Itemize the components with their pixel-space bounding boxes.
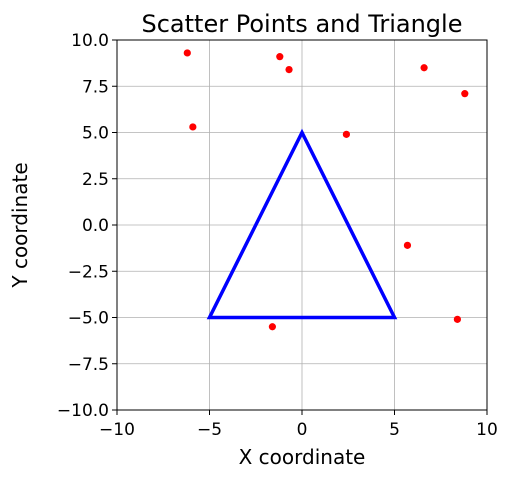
y-tick-label: 0.0: [82, 216, 109, 236]
y-tick-label: −7.5: [68, 355, 109, 375]
y-axis-ticks: −10.0 −7.5 −5.0 −2.5 0.0 2.5 5.0 7.5 10.0: [57, 31, 117, 421]
scatter-point: [285, 66, 293, 74]
scatter-point: [276, 53, 284, 61]
scatter-point: [342, 130, 350, 138]
x-tick-label: −10: [99, 420, 135, 440]
scatter-point: [403, 241, 412, 249]
y-tick-label: 10.0: [71, 31, 109, 51]
scatter-point: [453, 315, 461, 323]
y-axis-label: Y coordinate: [8, 162, 32, 288]
y-tick-label: 5.0: [82, 124, 109, 144]
scatter-point: [420, 64, 428, 72]
y-tick-label: −10.0: [57, 401, 109, 421]
triangle-layer: [206, 128, 398, 320]
y-tick-label: −2.5: [68, 262, 109, 282]
triangle-outline: [206, 128, 398, 320]
x-tick-label: 10: [476, 420, 498, 440]
points-layer: [183, 49, 469, 331]
chart-title: Scatter Points and Triangle: [142, 10, 463, 38]
scatter-point: [189, 123, 197, 131]
grid-lines: [116, 39, 488, 411]
scatter-point: [183, 49, 191, 57]
scatter-point: [268, 323, 276, 331]
y-tick-label: 7.5: [82, 77, 109, 97]
x-axis-ticks: −10 −5 0 5 10: [99, 410, 498, 440]
y-tick-label: 2.5: [82, 170, 109, 190]
scatter-point: [461, 90, 469, 98]
x-tick-label: 5: [389, 420, 400, 440]
y-tick-label: −5.0: [68, 309, 109, 329]
x-axis-label: X coordinate: [239, 445, 366, 469]
x-tick-label: −5: [197, 420, 222, 440]
x-tick-label: 0: [297, 420, 308, 440]
